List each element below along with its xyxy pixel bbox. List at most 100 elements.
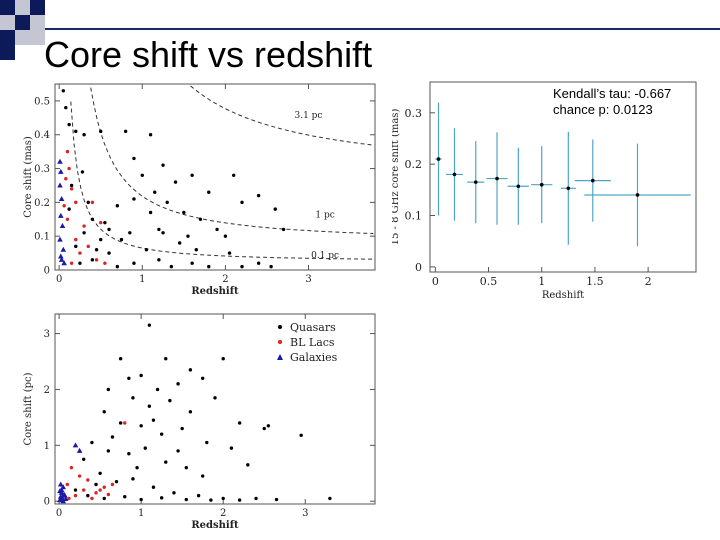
- data-point-quasar: [215, 227, 219, 232]
- data-point-bllac: [90, 200, 95, 205]
- x-tick-label: 0: [56, 274, 62, 285]
- data-point-quasar: [213, 396, 217, 400]
- y-tick-label: 1: [44, 441, 50, 452]
- data-point-quasar: [262, 426, 266, 431]
- data-point-quasar: [119, 237, 124, 242]
- data-point-quasar: [114, 479, 119, 484]
- data-point-quasar: [82, 133, 86, 137]
- x-tick-label: 1.5: [586, 275, 604, 288]
- data-point-galaxy: [60, 498, 67, 504]
- data-point-quasar: [153, 190, 157, 194]
- data-point-quasar: [86, 493, 90, 498]
- data-point-quasar: [110, 435, 115, 439]
- x-tick-label: 2: [645, 275, 652, 288]
- data-point-quasar: [151, 485, 156, 489]
- data-point-galaxy: [57, 481, 64, 487]
- data-point-quasar: [143, 446, 147, 450]
- data-point-quasar: [194, 248, 198, 252]
- data-point-quasar: [161, 231, 165, 235]
- data-point-quasar: [157, 227, 161, 232]
- binned-point: [539, 182, 544, 187]
- chart-core-shift-pc: 0 1 2 3 0 1 2 3 Redshift Core shift (pc) Quasars BL…: [23, 313, 376, 531]
- data-point-quasar: [157, 258, 161, 262]
- data-point-bllac: [69, 187, 74, 191]
- data-point-bllac: [69, 261, 74, 265]
- data-point-bllac: [67, 496, 71, 501]
- data-point-bllac: [94, 258, 99, 262]
- plot-frame: [54, 313, 376, 505]
- deco-square-light-4: [15, 30, 30, 45]
- data-point-quasar: [205, 440, 209, 445]
- data-point-bllac: [69, 465, 74, 470]
- data-point-quasar: [273, 207, 277, 211]
- data-point-quasar: [115, 264, 120, 269]
- data-point-quasar: [74, 129, 78, 134]
- data-point-quasar: [123, 129, 128, 134]
- data-point-quasar: [176, 382, 180, 386]
- data-point-quasar: [80, 170, 85, 174]
- binned-point: [473, 180, 478, 184]
- y-tick-label: 0.4: [34, 130, 50, 141]
- header-rule: [45, 28, 720, 30]
- y-axis-label: 15 - 8 GHz core shift (mas): [392, 109, 401, 246]
- data-point-quasar: [182, 210, 186, 215]
- data-point-galaxy: [58, 212, 64, 218]
- binned-point: [495, 176, 499, 181]
- data-point-bllac: [86, 478, 90, 482]
- data-point-galaxy: [57, 236, 63, 242]
- data-point-quasar: [132, 261, 136, 265]
- data-point-quasar: [221, 357, 225, 361]
- data-point-quasar: [188, 410, 193, 414]
- data-point-quasar: [159, 496, 164, 500]
- data-point-quasar: [299, 433, 303, 437]
- data-point-quasar: [69, 183, 74, 188]
- data-point-quasar: [169, 264, 174, 269]
- data-point-quasar: [200, 376, 205, 380]
- data-point-quasar: [177, 241, 182, 245]
- data-point-quasar: [184, 497, 188, 502]
- data-point-quasar: [269, 264, 273, 269]
- data-point-bllac: [65, 482, 70, 487]
- data-point-quasar: [144, 248, 149, 252]
- data-point-quasar: [86, 200, 90, 205]
- data-point-quasar: [237, 498, 242, 502]
- data-point-quasar: [131, 396, 135, 400]
- data-point-quasar: [240, 264, 244, 269]
- data-point-quasar: [106, 449, 111, 453]
- data-point-bllac: [67, 166, 71, 171]
- x-tick-label: 1: [139, 274, 145, 285]
- data-point-quasar: [148, 210, 153, 215]
- data-point-quasar: [281, 227, 286, 232]
- curve-label: 3.1 pc: [295, 111, 323, 121]
- y-tick-label: 0.2: [405, 158, 423, 171]
- data-point-galaxy: [62, 492, 68, 498]
- data-point-galaxy: [60, 246, 67, 252]
- y-axis-label: Core shift (pc): [23, 372, 34, 445]
- data-point-bllac: [98, 488, 102, 492]
- data-point-quasar: [198, 217, 203, 221]
- y-axis-label: Core shift (mas): [23, 136, 34, 218]
- data-point-quasar: [207, 190, 211, 194]
- data-point-quasar: [127, 376, 131, 380]
- data-point-quasar: [168, 398, 172, 403]
- y-tick-label: 0: [44, 497, 50, 508]
- data-point-galaxy: [59, 495, 66, 501]
- data-point-quasar: [99, 237, 103, 242]
- deco-square-light-3: [30, 15, 45, 30]
- y-tick-label: 0.3: [405, 107, 423, 120]
- data-point-quasar: [64, 105, 68, 110]
- data-point-galaxy: [57, 497, 63, 503]
- binned-point: [566, 186, 571, 191]
- data-point-quasar: [90, 440, 94, 445]
- data-point-bllac: [94, 491, 98, 495]
- data-point-quasar: [61, 89, 66, 93]
- data-point-bllac: [123, 421, 127, 425]
- curve-label: 0.1 pc: [311, 251, 339, 261]
- data-point-quasar: [67, 122, 71, 127]
- data-point-quasar: [106, 387, 111, 392]
- legend-marker: [278, 340, 282, 344]
- legend-label: Galaxies: [290, 351, 338, 364]
- y-tick-label: 3: [44, 329, 50, 340]
- data-point-galaxy: [57, 488, 63, 494]
- x-tick-label: 1: [538, 275, 545, 288]
